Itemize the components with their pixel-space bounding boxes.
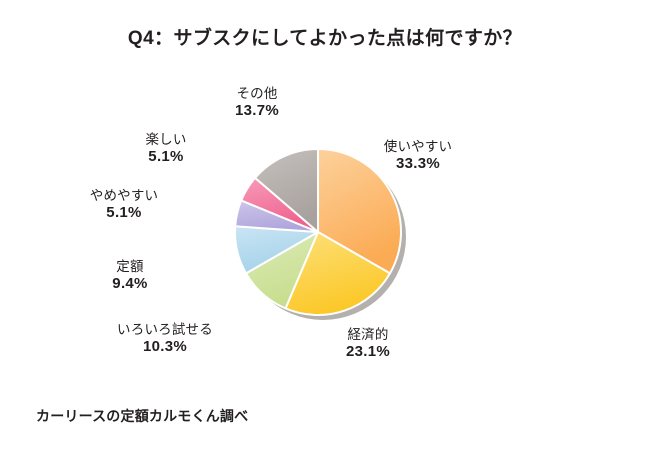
pie-slice[interactable] [254,148,319,233]
pie-slice-label: 経済的 23.1% [308,327,428,361]
pie-slice-label-percent: 23.1% [345,342,391,360]
pie-slice-label-name: 経済的 [347,327,389,342]
pie-slice-label: 定額 9.4% [70,259,190,293]
pie-slice-label-name: 使いやすい [383,139,453,154]
pie-slice-label-name: やめやすい [89,188,159,203]
pie-slice-label: いろいろ試せる 10.3% [105,322,225,356]
pie-slice-label-percent: 13.7% [234,101,280,119]
pie-slice-label-percent: 5.1% [148,147,184,165]
pie-slice-label-name: 楽しい [145,132,187,147]
source-note: カーリースの定額カルモくん調べ [36,408,249,424]
pie-slice[interactable] [284,231,391,316]
pie-slice-label: 楽しい 5.1% [106,132,226,166]
page-title: Q4：サブスクにしてよかった点は何ですか？ [127,28,523,49]
pie-slice-label-percent: 9.4% [112,274,148,292]
pie-slices [234,148,402,316]
pie-slice-label: その他 13.7% [197,86,317,120]
pie-slice-label-name: その他 [236,86,278,101]
pie-slice-label-name: いろいろ試せる [117,322,213,337]
pie-slice-label: やめやすい 5.1% [64,188,184,222]
pie-slice-label-name: 定額 [116,259,144,274]
pie-slice-label-percent: 10.3% [142,337,188,355]
pie-slice-label-percent: 5.1% [106,203,142,221]
pie-slice-label: 使いやすい 33.3% [358,139,478,173]
pie-slice-label-percent: 33.3% [395,154,441,172]
pie-slice[interactable] [317,148,402,275]
